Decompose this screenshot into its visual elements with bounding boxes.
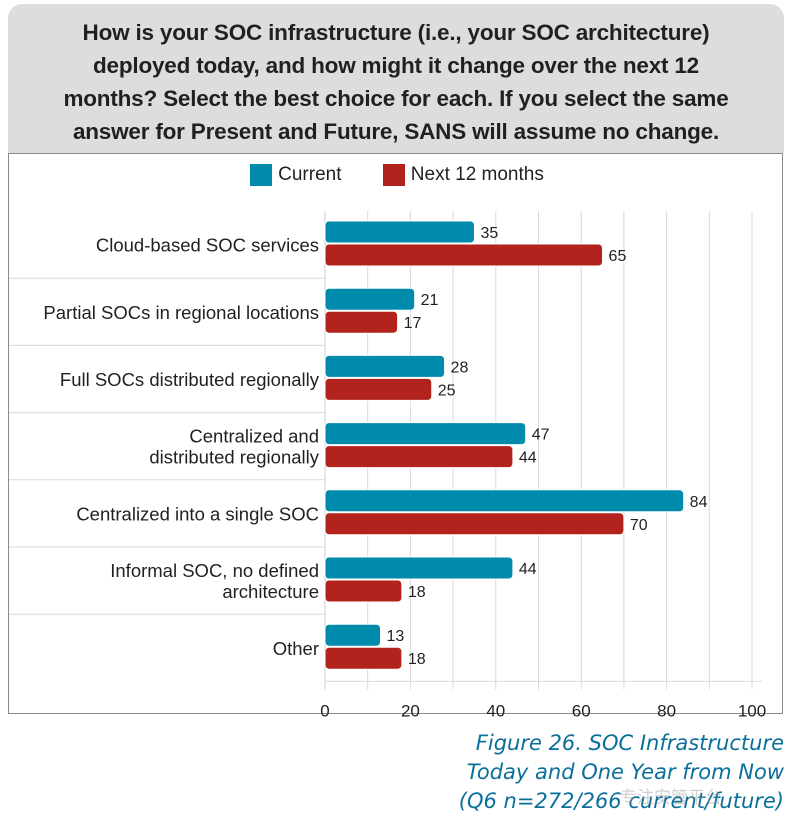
- x-tick-label: 40: [486, 701, 505, 720]
- bar-next-12-months: [324, 310, 399, 334]
- data-label: 65: [609, 248, 627, 265]
- watermark: 专注安管平台: [620, 788, 722, 808]
- data-label: 44: [519, 561, 537, 578]
- chart-title-line: deployed today, and how might it change …: [93, 53, 699, 78]
- data-label: 28: [451, 359, 469, 376]
- legend-swatch-next-12-months: [382, 164, 405, 186]
- caption-line: (Q6 n=272/266 current/future): [458, 789, 784, 813]
- bar-current: [324, 220, 475, 244]
- category-label: Informal SOC, no defined: [110, 560, 319, 581]
- bar-next-12-months: [324, 579, 403, 603]
- legend-label-current: Current: [278, 164, 342, 185]
- data-label: 21: [421, 292, 439, 309]
- x-tick-label: 60: [572, 701, 591, 720]
- caption-line: Today and One Year from Now: [466, 760, 784, 784]
- bar-next-12-months: [324, 445, 514, 469]
- bar-next-12-months: [324, 243, 604, 267]
- x-tick-label: 0: [320, 701, 329, 720]
- bar-next-12-months: [324, 512, 625, 536]
- chart-title-panel: How is your SOC infrastructure (i.e., yo…: [8, 4, 784, 153]
- data-label: 18: [408, 584, 426, 601]
- figure-caption: Figure 26. SOC Infrastructure Today and …: [459, 729, 784, 816]
- chart-title: How is your SOC infrastructure (i.e., yo…: [38, 16, 754, 148]
- x-tick-label: 20: [401, 701, 420, 720]
- legend-label-next-12-months: Next 12 months: [410, 164, 544, 185]
- data-label: 25: [438, 382, 456, 399]
- data-label: 18: [408, 651, 426, 668]
- chart-title-line: months? Select the best choice for each.…: [63, 86, 729, 111]
- legend-swatch-current: [250, 164, 273, 186]
- data-label: 13: [387, 628, 405, 645]
- data-label: 70: [630, 517, 648, 534]
- category-label: Cloud-based SOC services: [96, 235, 319, 256]
- category-label: Partial SOCs in regional locations: [43, 302, 319, 323]
- legend: Current Next 12 months: [0, 164, 794, 192]
- caption-line: Figure 26. SOC Infrastructure: [475, 731, 784, 755]
- data-label: 47: [532, 427, 550, 444]
- x-tick-label: 80: [657, 701, 676, 720]
- data-label: 84: [690, 494, 708, 511]
- category-label: Full SOCs distributed regionally: [60, 369, 320, 390]
- data-label: 35: [480, 225, 498, 242]
- category-label: architecture: [222, 581, 319, 602]
- bar-current: [324, 287, 416, 311]
- legend-item-current: Current: [250, 164, 342, 186]
- chart-title-line: How is your SOC infrastructure (i.e., yo…: [82, 20, 710, 45]
- bar-current: [324, 623, 382, 647]
- category-label: Other: [273, 638, 319, 659]
- bar-current: [324, 422, 527, 446]
- x-tick-label: 100: [738, 701, 766, 720]
- legend-item-next-12-months: Next 12 months: [382, 164, 544, 186]
- category-label: distributed regionally: [149, 447, 319, 468]
- data-label: 44: [519, 450, 537, 467]
- bar-next-12-months: [324, 646, 403, 670]
- category-label: Centralized into a single SOC: [76, 503, 319, 524]
- category-label: Centralized and: [189, 426, 319, 447]
- chart-title-line: answer for Present and Future, SANS will…: [72, 119, 720, 144]
- bar-current: [324, 354, 446, 378]
- bar-current: [324, 489, 685, 513]
- bar-current: [324, 556, 514, 580]
- bar-next-12-months: [324, 377, 433, 401]
- data-label: 17: [404, 315, 422, 332]
